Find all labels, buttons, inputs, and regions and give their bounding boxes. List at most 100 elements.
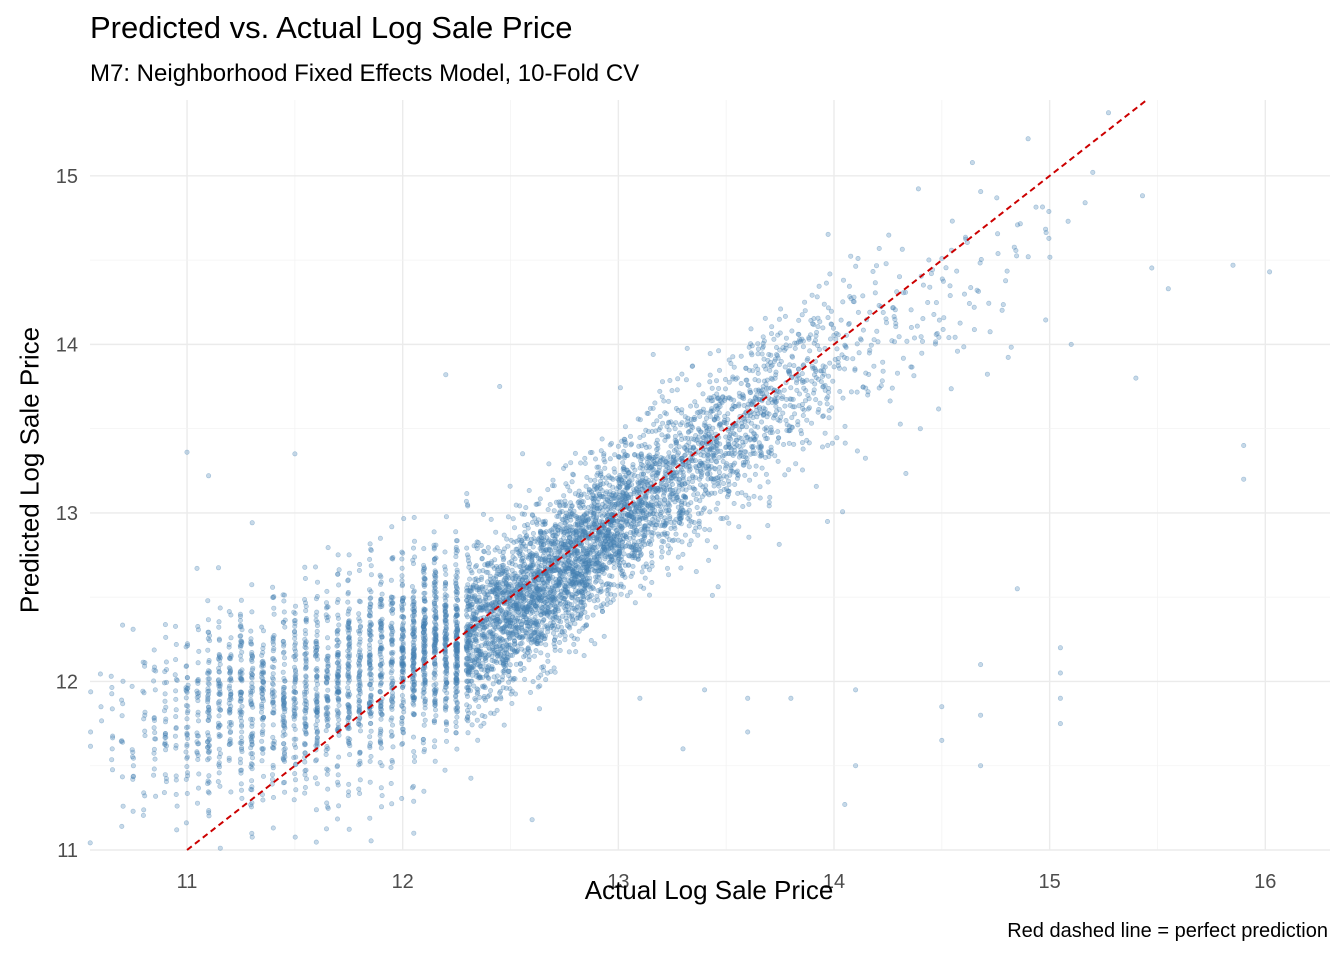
data-point xyxy=(390,744,396,750)
data-point xyxy=(399,607,405,613)
data-point xyxy=(292,657,298,663)
data-point xyxy=(249,672,255,678)
data-point xyxy=(302,768,308,774)
data-point xyxy=(538,650,544,656)
data-point xyxy=(644,460,650,466)
data-point xyxy=(226,742,232,748)
data-point xyxy=(433,713,439,719)
data-point xyxy=(389,675,395,681)
data-point xyxy=(453,724,459,730)
data-point xyxy=(399,715,405,721)
data-point xyxy=(410,684,416,690)
data-point xyxy=(282,678,288,684)
data-point xyxy=(540,664,546,670)
data-point xyxy=(668,443,674,449)
data-point xyxy=(227,738,233,744)
data-point xyxy=(491,711,497,717)
data-point xyxy=(569,479,575,485)
data-point xyxy=(528,541,534,547)
data-point xyxy=(500,637,506,643)
data-point xyxy=(563,503,569,509)
data-point xyxy=(109,746,115,752)
data-point xyxy=(591,538,597,544)
data-point xyxy=(260,680,266,686)
data-point xyxy=(151,750,157,756)
data-point xyxy=(238,692,244,698)
data-point xyxy=(216,722,222,728)
data-point xyxy=(411,749,417,755)
data-point xyxy=(378,704,384,710)
data-point xyxy=(206,691,212,697)
data-point xyxy=(303,658,309,664)
data-point xyxy=(324,771,330,777)
data-point xyxy=(335,713,341,719)
data-point xyxy=(205,744,211,750)
data-point xyxy=(476,594,482,600)
data-point xyxy=(216,665,222,671)
data-point xyxy=(239,740,245,746)
data-point xyxy=(592,456,598,462)
data-point xyxy=(367,815,373,821)
data-point xyxy=(184,743,190,749)
data-point xyxy=(558,600,564,606)
data-point xyxy=(228,729,234,735)
data-point xyxy=(400,622,406,628)
data-point xyxy=(174,803,180,809)
data-point xyxy=(411,654,417,660)
data-point xyxy=(238,770,244,776)
data-point xyxy=(271,611,277,617)
data-point xyxy=(292,635,298,641)
data-point xyxy=(400,631,406,637)
data-point xyxy=(303,699,309,705)
data-point xyxy=(269,744,275,750)
data-point xyxy=(325,767,331,773)
data-point xyxy=(303,723,309,729)
data-point xyxy=(206,670,212,676)
data-point xyxy=(216,624,222,630)
data-point xyxy=(183,703,189,709)
data-point xyxy=(205,699,211,705)
data-point xyxy=(185,708,191,714)
data-point xyxy=(291,736,297,742)
data-point xyxy=(411,830,417,836)
data-point xyxy=(335,782,341,788)
data-point xyxy=(260,670,266,676)
data-point xyxy=(401,516,407,522)
data-point xyxy=(411,702,417,708)
data-point xyxy=(346,826,352,832)
data-point xyxy=(302,790,308,796)
data-point xyxy=(152,756,158,762)
data-point xyxy=(357,716,363,722)
data-point xyxy=(215,700,221,706)
data-point xyxy=(478,584,484,590)
data-point xyxy=(422,677,428,683)
data-point xyxy=(292,667,298,673)
data-point xyxy=(314,593,320,599)
data-point xyxy=(218,707,224,713)
data-point xyxy=(130,774,136,780)
data-point xyxy=(227,670,233,676)
data-point xyxy=(421,788,427,794)
data-point xyxy=(551,483,557,489)
data-point xyxy=(379,763,385,769)
data-point xyxy=(551,665,557,671)
data-point xyxy=(205,686,211,692)
data-point xyxy=(206,750,212,756)
data-point xyxy=(336,567,342,573)
data-point xyxy=(325,655,331,661)
data-point xyxy=(325,545,331,551)
data-point xyxy=(411,712,417,718)
chart-title: Predicted vs. Actual Log Sale Price xyxy=(90,10,573,45)
data-point xyxy=(237,710,243,716)
data-point xyxy=(162,691,168,697)
data-point xyxy=(119,774,125,780)
data-point xyxy=(433,621,439,627)
data-point xyxy=(421,722,427,728)
data-point xyxy=(227,710,233,716)
data-point xyxy=(443,696,449,702)
data-point xyxy=(612,592,618,598)
data-point xyxy=(588,477,594,483)
data-point xyxy=(151,715,157,721)
data-point xyxy=(228,691,234,697)
data-point xyxy=(357,722,363,728)
